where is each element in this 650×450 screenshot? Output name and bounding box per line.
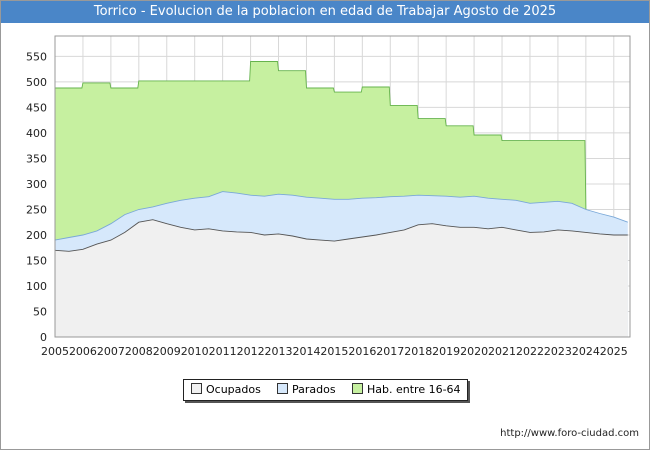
legend-label-ocupados: Ocupados (206, 383, 261, 396)
y-tick-label-250: 250 (26, 203, 47, 216)
y-tick-label-50: 50 (33, 305, 47, 318)
legend-label-hab: Hab. entre 16-64 (367, 383, 461, 396)
series-line-hab-entre-16-64 (55, 61, 587, 210)
y-tick-label-300: 300 (26, 178, 47, 191)
chart-title: Torrico - Evolucion de la poblacion en e… (1, 1, 649, 23)
legend-swatch-parados (277, 383, 288, 394)
y-tick-label-200: 200 (26, 229, 47, 242)
x-tick-label-2014: 2014 (292, 345, 320, 358)
series-line-parados (54, 191, 628, 241)
y-tick-label-150: 150 (26, 254, 47, 267)
plot-border (54, 35, 631, 338)
x-tick-label-2012: 2012 (237, 345, 265, 358)
x-tick-label-2025: 2025 (600, 345, 628, 358)
series-line-ocupados (54, 219, 628, 252)
y-tick-label-0: 0 (40, 331, 47, 344)
x-tick-label-2010: 2010 (181, 345, 209, 358)
x-tick-label-2020: 2020 (460, 345, 488, 358)
y-tick-label-450: 450 (26, 101, 47, 114)
x-tick-label-2013: 2013 (265, 345, 293, 358)
legend-swatch-hab (352, 383, 363, 394)
legend-swatch-ocupados (191, 383, 202, 394)
x-tick-label-2021: 2021 (488, 345, 516, 358)
y-tick-label-350: 350 (26, 152, 47, 165)
x-tick-label-2015: 2015 (320, 345, 348, 358)
x-tick-label-2017: 2017 (376, 345, 404, 358)
x-tick-label-2018: 2018 (404, 345, 432, 358)
x-tick-label-2005: 2005 (41, 345, 69, 358)
x-tick-label-2011: 2011 (209, 345, 237, 358)
y-tick-label-550: 550 (26, 50, 47, 63)
x-tick-label-2006: 2006 (69, 345, 97, 358)
x-tick-label-2023: 2023 (544, 345, 572, 358)
y-tick-label-100: 100 (26, 280, 47, 293)
x-tick-label-2009: 2009 (153, 345, 181, 358)
legend: Ocupados Parados Hab. entre 16-64 (183, 379, 468, 401)
y-tick-label-500: 500 (26, 76, 47, 89)
legend-label-parados: Parados (292, 383, 336, 396)
y-tick-label-400: 400 (26, 127, 47, 140)
series-area-ocupados (55, 219, 628, 337)
footer-url[interactable]: http://www.foro-ciudad.com (500, 428, 639, 439)
x-tick-label-2007: 2007 (97, 345, 125, 358)
x-tick-label-2022: 2022 (516, 345, 544, 358)
x-tick-label-2008: 2008 (125, 345, 153, 358)
x-tick-label-2016: 2016 (348, 345, 376, 358)
x-tick-label-2019: 2019 (432, 345, 460, 358)
x-tick-label-2024: 2024 (572, 345, 600, 358)
